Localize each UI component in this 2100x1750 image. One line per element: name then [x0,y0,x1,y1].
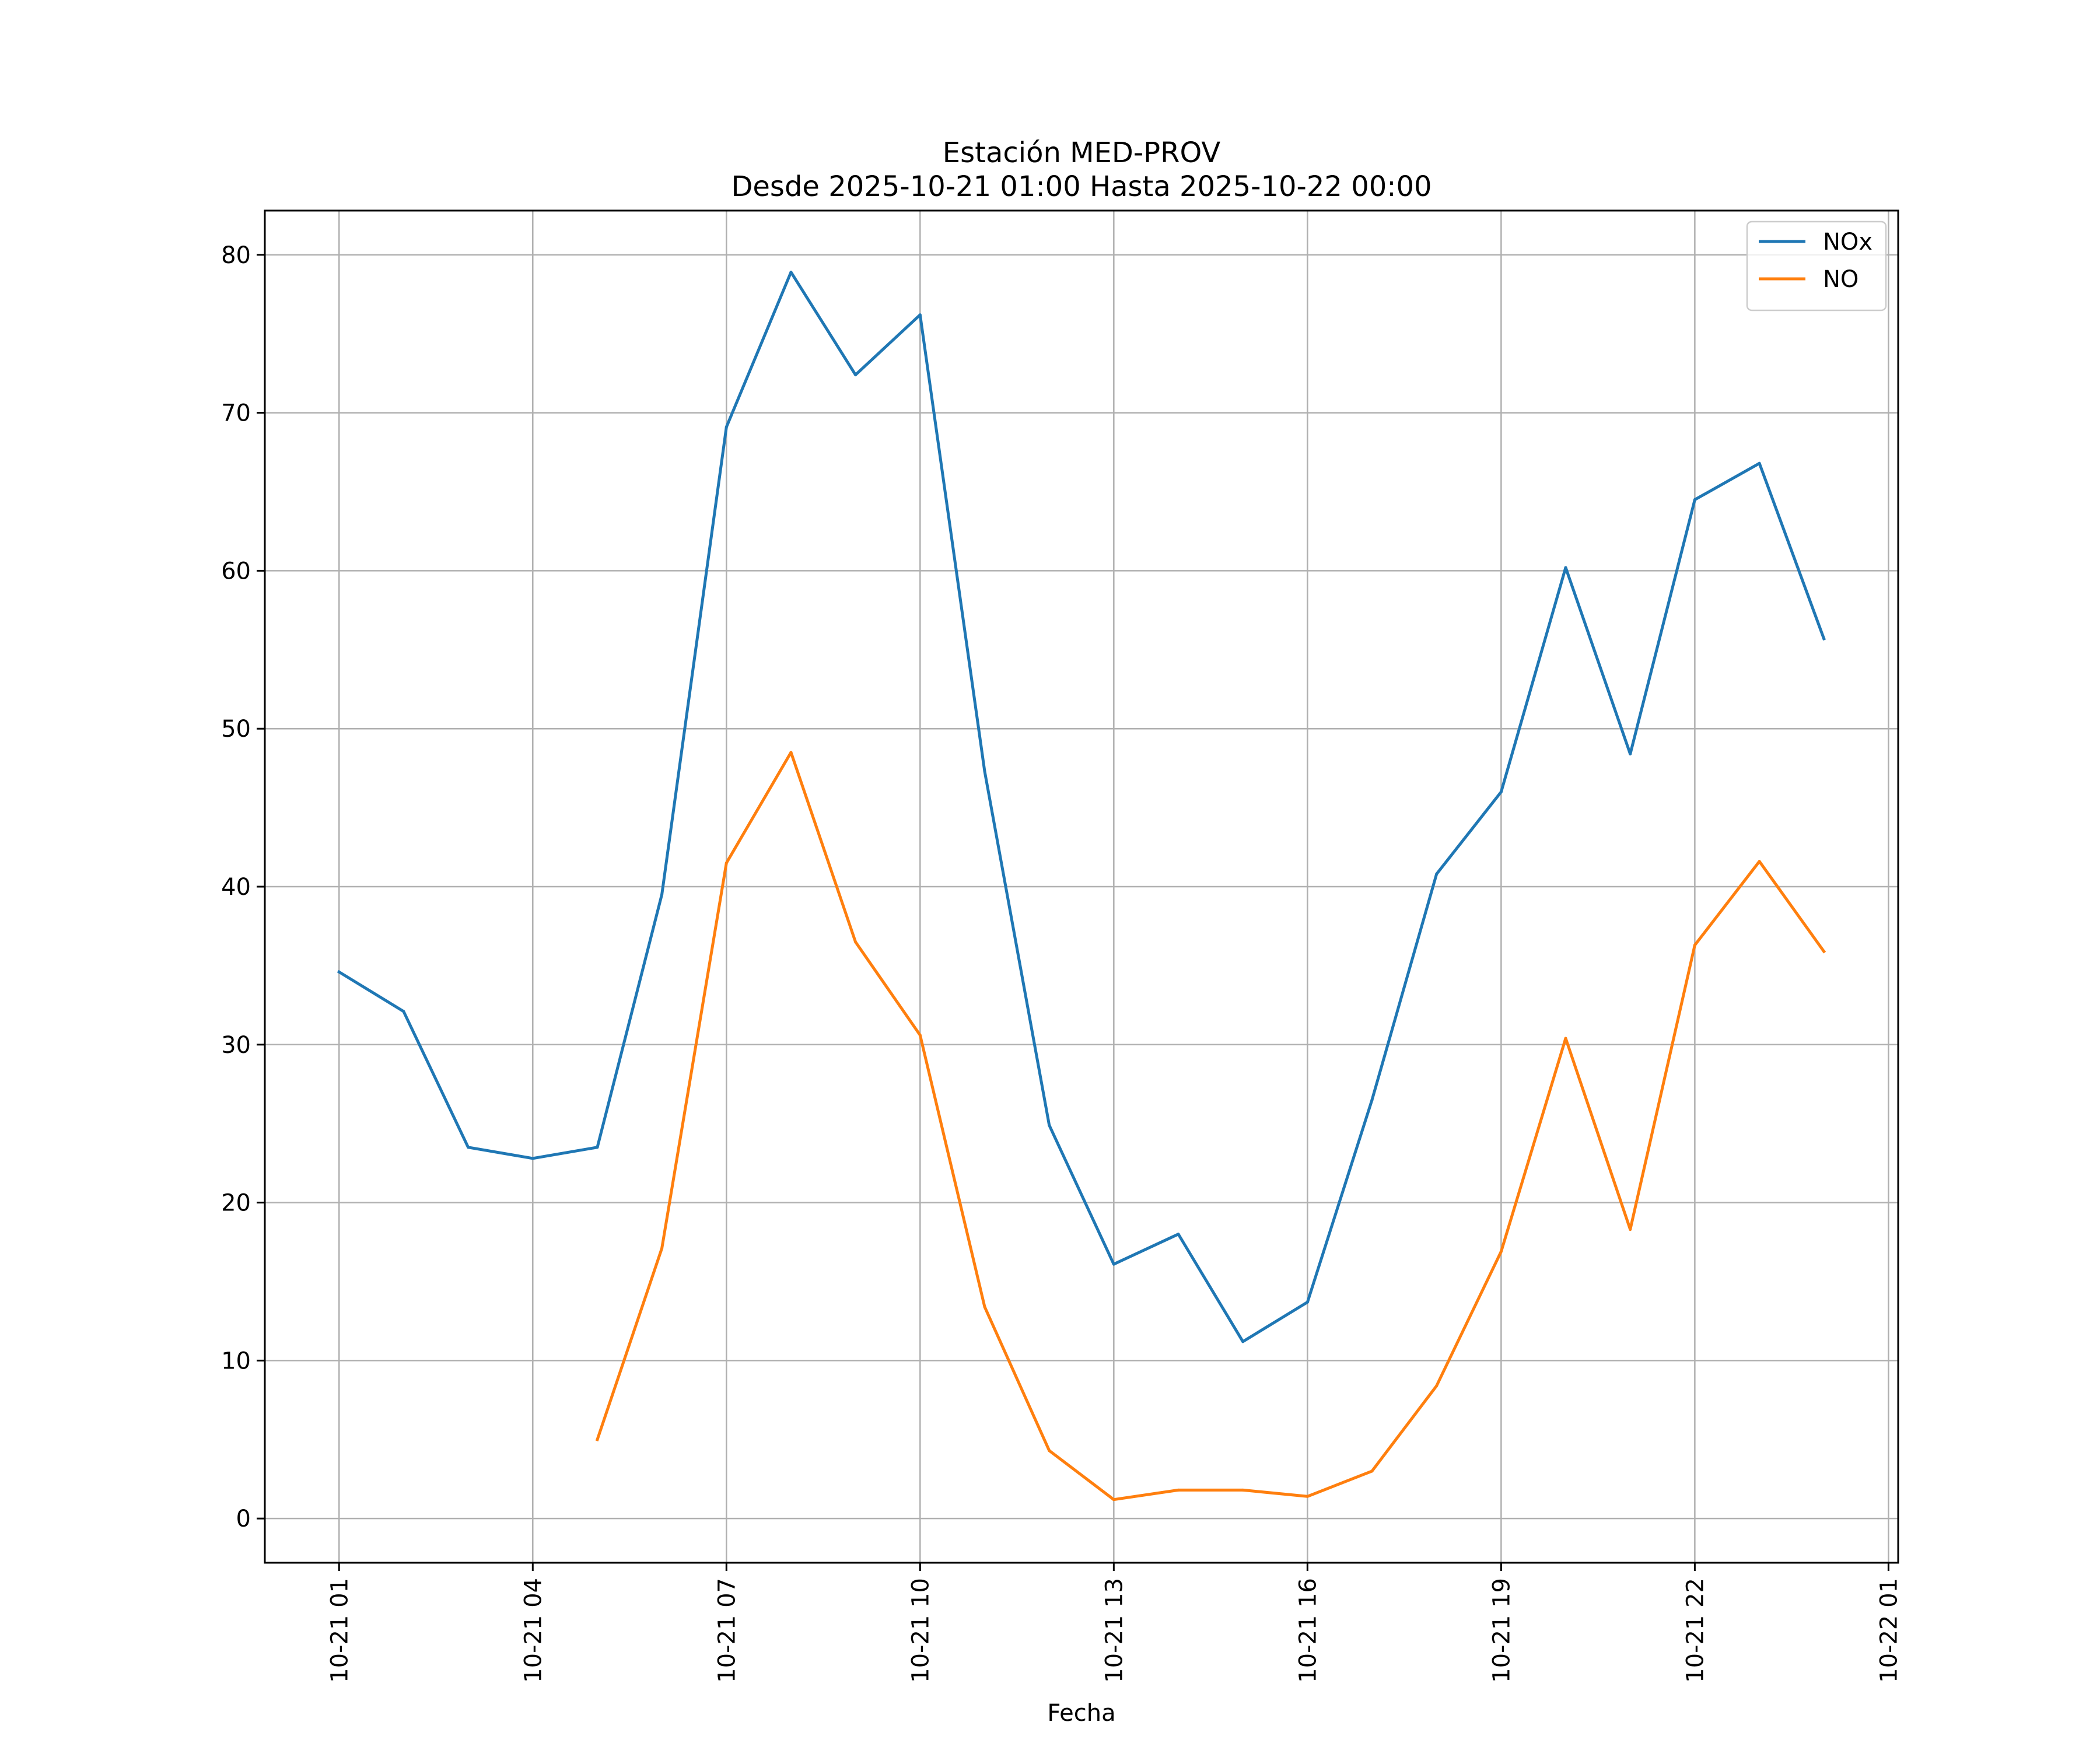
series-lines [337,271,1826,1502]
x-tick-label: 10-21 07 [713,1578,740,1683]
data-point-nox [531,1157,534,1160]
data-point-nox [918,313,922,317]
data-point-nox [789,271,793,274]
data-point-no [1370,1469,1374,1473]
x-tick-label: 10-21 10 [907,1578,934,1683]
y-tick-label: 30 [221,1032,251,1059]
y-tick-label: 70 [221,400,251,427]
data-point-no [789,751,793,754]
x-tick-label: 10-21 13 [1101,1578,1128,1683]
data-point-nox [467,1146,470,1149]
chart-title: Estación MED-PROV [943,136,1221,169]
data-point-nox [596,1146,599,1149]
data-point-no [1564,1037,1567,1040]
data-point-nox [402,1010,405,1013]
y-tick-label: 0 [236,1506,251,1532]
data-point-nox [1112,1262,1115,1266]
data-point-nox [1370,1098,1374,1102]
y-tick-label: 20 [221,1190,251,1217]
data-point-no [1112,1498,1115,1502]
y-tick-label: 80 [221,242,251,269]
data-point-no [1177,1488,1180,1492]
x-tick-label: 10-21 19 [1488,1578,1515,1683]
x-axis-label: Fecha [1047,1700,1115,1727]
x-tick-label: 10-21 22 [1682,1578,1709,1683]
data-point-nox [1048,1124,1051,1127]
grid [265,211,1898,1563]
data-point-nox [1499,790,1503,794]
data-point-no [724,861,728,864]
data-point-no [660,1247,664,1250]
data-point-no [854,940,858,944]
data-point-no [1306,1494,1309,1498]
data-point-nox [1758,461,1761,465]
data-point-nox [1629,752,1632,756]
data-point-no [983,1305,986,1308]
y-tick-label: 50 [221,716,251,743]
y-tick-label: 40 [221,874,251,901]
data-point-no [918,1034,922,1037]
data-point-nox [1435,872,1438,876]
series-line-no [595,751,1826,1502]
data-point-no [1693,943,1696,947]
data-point-no [1758,860,1761,863]
data-point-no [1048,1449,1051,1452]
legend-box [1746,220,1887,312]
data-point-nox [1241,1340,1245,1343]
data-point-nox [854,373,858,377]
series-line-nox [337,271,1826,1343]
data-point-no [1629,1228,1632,1231]
x-axis: 10-21 01 10-21 04 10-21 07 10-21 10 10-21 13… [326,1563,1902,1683]
data-point-no [1822,950,1826,953]
data-point-nox [337,970,341,974]
data-point-nox [983,769,986,773]
data-point-nox [1306,1300,1309,1304]
legend: NOx NO [1746,220,1887,312]
y-axis: 0 10 20 30 40 50 60 70 80 [221,242,265,1532]
data-point-nox [1564,566,1567,569]
y-tick-label: 60 [221,558,251,584]
data-point-no [1241,1488,1245,1492]
x-tick-label: 10-21 04 [520,1578,547,1683]
data-point-no [596,1438,599,1441]
data-point-no [1499,1250,1503,1254]
chart-subtitle: Desde 2025-10-21 01:00 Hasta 2025-10-22 … [731,170,1432,203]
y-tick-label: 10 [221,1348,251,1374]
data-point-nox [724,425,728,429]
data-point-nox [1822,637,1826,640]
legend-label-no: NO [1823,266,1859,293]
data-point-nox [660,893,664,897]
data-point-nox [1693,498,1696,502]
legend-label-nox: NOx [1823,229,1873,256]
x-tick-label: 10-21 16 [1294,1578,1321,1683]
data-point-nox [1177,1233,1180,1236]
x-tick-label: 10-21 01 [326,1578,353,1683]
data-point-no [1435,1384,1438,1388]
x-tick-label: 10-22 01 [1875,1578,1902,1683]
